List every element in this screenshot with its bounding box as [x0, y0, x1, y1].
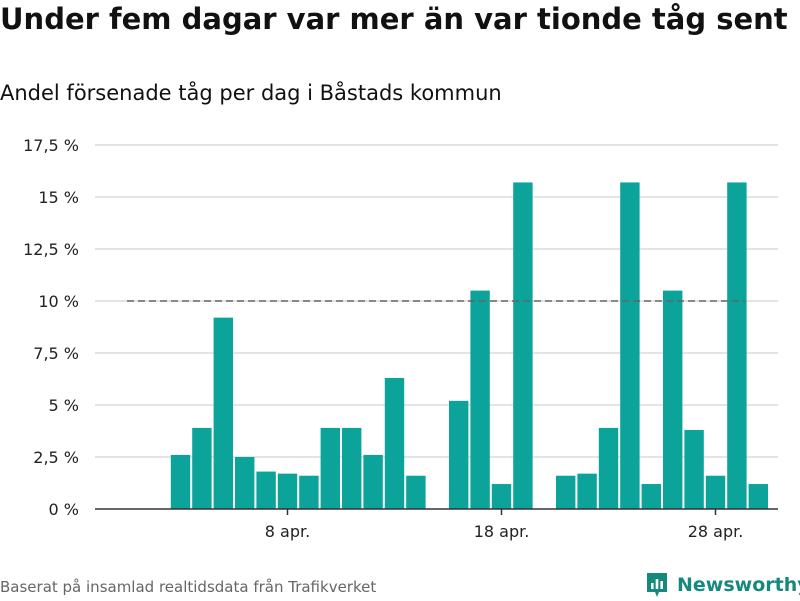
brand-name: Newsworthy [677, 574, 800, 596]
bar [470, 290, 490, 509]
y-tick-label: 12,5 % [23, 240, 79, 259]
y-tick-label: 17,5 % [23, 136, 79, 155]
chart-title: Under fem dagar var mer än var tionde tå… [0, 2, 788, 36]
x-tick-label: 8 apr. [265, 522, 310, 541]
bar [727, 182, 747, 509]
y-tick-label: 2,5 % [33, 448, 79, 467]
bar [491, 484, 512, 509]
x-tick-label: 28 apr. [688, 522, 744, 541]
newsworthy-logo-icon [647, 573, 667, 597]
y-tick-label: 10 % [38, 292, 79, 311]
bar [235, 457, 255, 509]
bar [663, 290, 683, 509]
bar [170, 454, 191, 509]
bar [577, 473, 597, 509]
bar [277, 473, 298, 509]
bar [256, 471, 276, 509]
bar [556, 475, 576, 509]
bar [684, 429, 704, 509]
bar [748, 484, 768, 509]
y-tick-label: 0 % [49, 500, 79, 519]
bar [384, 377, 405, 509]
y-tick-label: 7,5 % [33, 344, 79, 363]
brand-logo[interactable]: Newsworthy [645, 569, 800, 601]
chart-subtitle: Andel försenade tåg per dag i Båstads ko… [0, 81, 502, 105]
bar [513, 182, 533, 509]
x-tick-label: 18 apr. [474, 522, 530, 541]
bar [299, 475, 319, 509]
source-note: Baserat på insamlad realtidsdata från Tr… [0, 578, 377, 596]
y-tick-label: 5 % [49, 396, 79, 415]
bar [705, 475, 726, 509]
bar [213, 317, 233, 509]
bar [449, 400, 469, 509]
bar [620, 182, 640, 509]
bar [363, 454, 383, 509]
y-tick-label: 15 % [38, 188, 79, 207]
bar [406, 475, 426, 509]
bar [598, 427, 619, 509]
bar [641, 484, 661, 509]
bar [342, 427, 362, 509]
bar [192, 427, 212, 509]
bar [320, 427, 340, 509]
bar-chart: 0 % 2,5 % 5 % 7,5 % 10 % 12,5 % 15 % 17,5 % 8 ap… [23, 136, 778, 541]
